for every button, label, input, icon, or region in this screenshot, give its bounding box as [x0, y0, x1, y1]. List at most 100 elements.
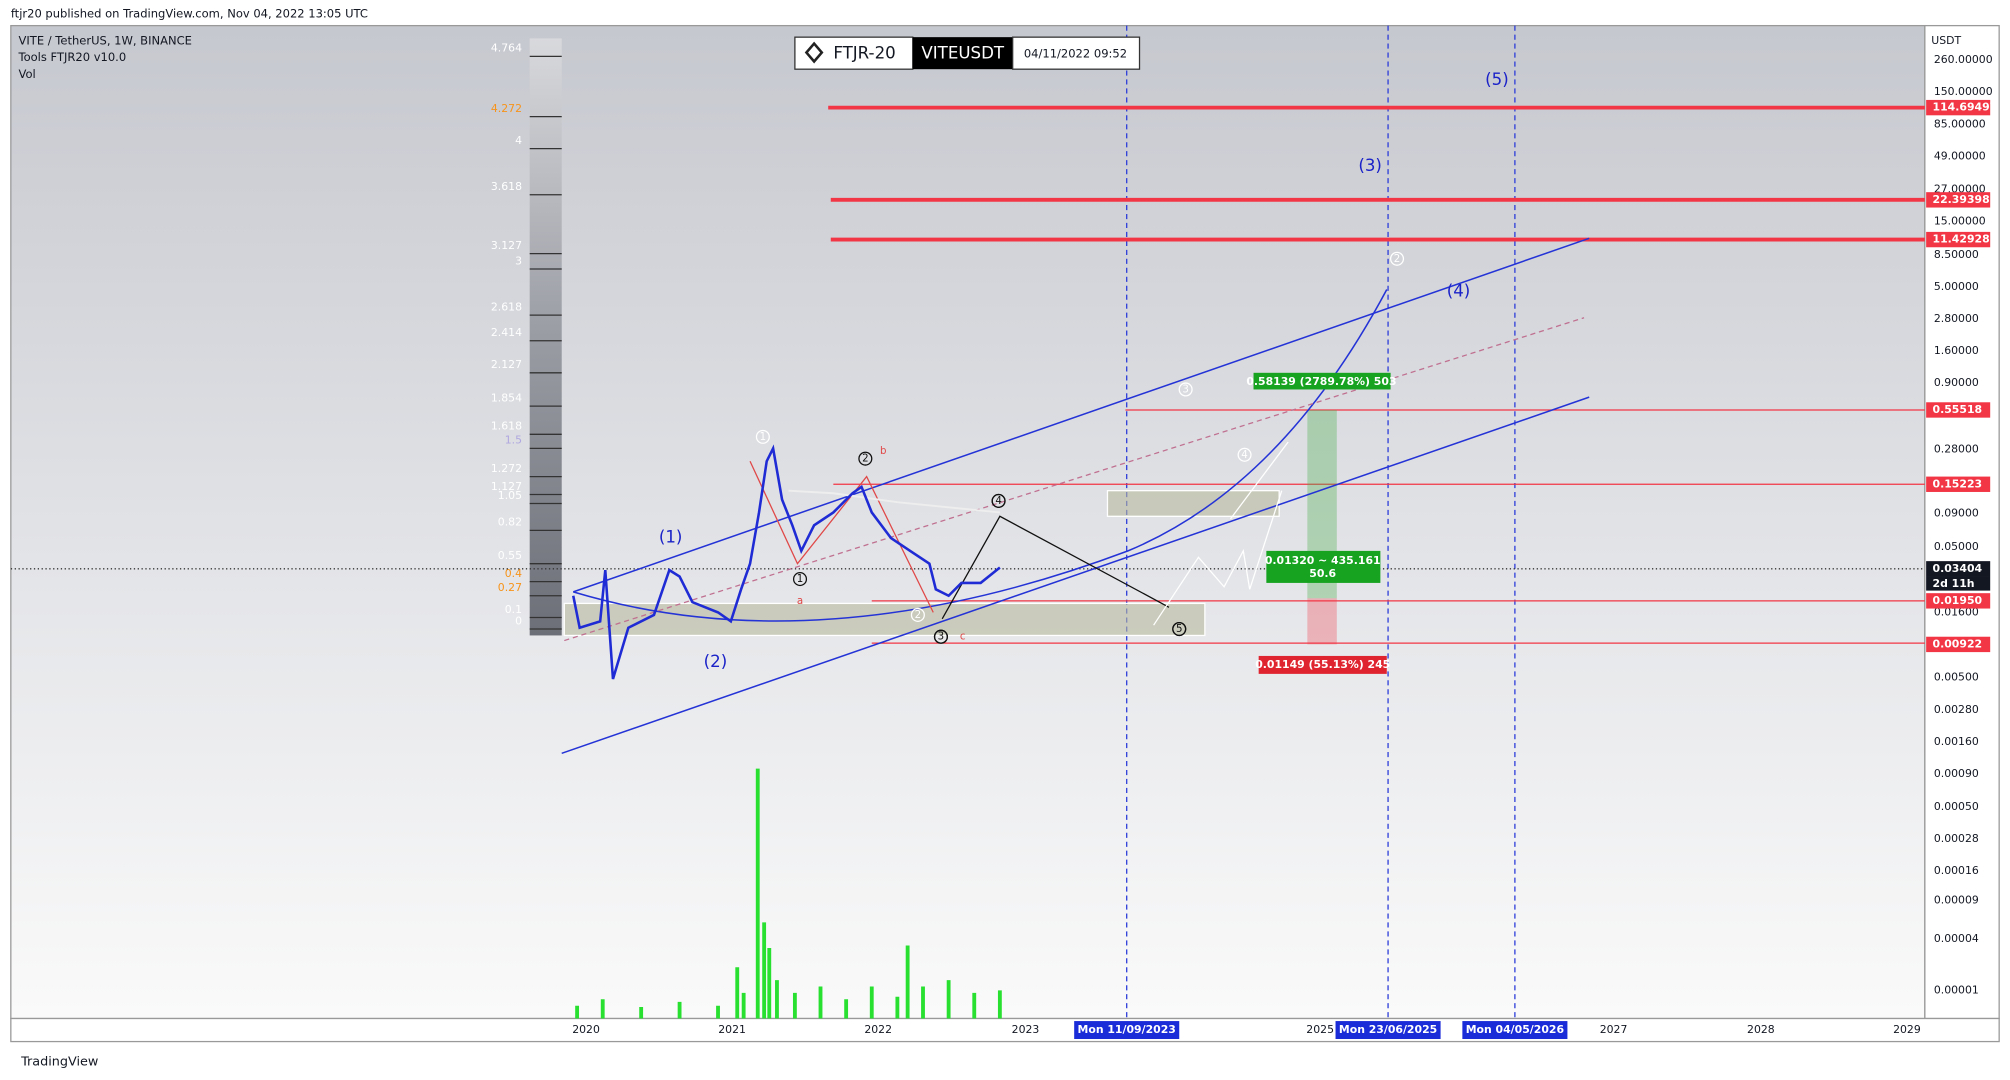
fib-label: 0.4: [505, 567, 522, 580]
fib-label: 1.854: [491, 391, 522, 404]
price-tag: [1926, 99, 1991, 116]
price-tag-label: 0.00922: [1933, 637, 1983, 650]
price-tick: 0.05000: [1934, 540, 1979, 553]
wave-circle: [1237, 447, 1252, 462]
price-tick: 0.00004: [1934, 932, 1979, 945]
wave-circle: [1389, 251, 1405, 266]
badge: [912, 37, 1013, 70]
price-tick: 49.00000: [1934, 149, 1986, 162]
vol-legend: Vol: [19, 67, 36, 81]
wave-mark: 2: [1394, 253, 1401, 265]
price-tick: 85.00000: [1934, 117, 1986, 130]
price-tick: 260.00000: [1934, 53, 1993, 66]
price-tick: 0.00028: [1934, 832, 1979, 845]
price-tick: 0.00090: [1934, 767, 1979, 780]
price-candles: [571, 444, 1001, 680]
wave-circle: [910, 607, 925, 622]
wave-circle: [792, 572, 808, 587]
fib-label: 0.27: [498, 581, 522, 594]
fib-label: 2.127: [491, 358, 522, 371]
wave-label: (2): [704, 652, 728, 671]
price-tag-label: 0.03404: [1933, 562, 1983, 575]
fib-strip: [529, 38, 562, 636]
price-tick: 0.00280: [1934, 703, 1979, 716]
fib-label: 2.618: [491, 300, 522, 313]
badge-date: 04/11/2022 09:52: [1024, 46, 1127, 60]
badge-title: FTJR-20: [833, 43, 895, 62]
footer-logo: TradingView: [20, 1055, 98, 1070]
date-tag: [1074, 1021, 1180, 1040]
price-tag: [1926, 402, 1991, 418]
fib-label: 0.82: [498, 516, 522, 529]
date-tag-label: Mon 04/05/2026: [1466, 1023, 1564, 1036]
zone-box: [1106, 490, 1280, 517]
countdown: 2d 11h: [1933, 577, 1975, 590]
fib-label: 0.1: [505, 603, 522, 616]
wave-circle: [755, 429, 770, 444]
time-tick: 2027: [1600, 1023, 1628, 1036]
projection: [1153, 490, 1283, 626]
date-tag-label: Mon 11/09/2023: [1078, 1023, 1176, 1036]
target-box: [1253, 372, 1391, 390]
countdown-tag: [1926, 576, 1991, 591]
badge-symbol: VITEUSDT: [921, 43, 1005, 62]
price-tag: [1926, 476, 1991, 492]
fib-label: 1.127: [491, 480, 522, 493]
price-tick: 8.50000: [1934, 248, 1979, 261]
target-label: 0.58139 (2789.78%) 503: [1246, 375, 1396, 388]
price-tag: [1926, 636, 1991, 653]
fib-label: 4.272: [491, 102, 522, 115]
plot-area: [10, 24, 1926, 1020]
price-tag-label: 0.01950: [1933, 594, 1983, 607]
fib-label: 1.5: [505, 434, 522, 447]
symbol-legend: VITE / TetherUS, 1W, BINANCE: [19, 33, 192, 47]
wave-circle: [1172, 621, 1187, 637]
time-tick: 2025: [1306, 1023, 1334, 1036]
channel: [561, 237, 1590, 755]
wave-mark: 4: [995, 495, 1002, 507]
time-tick: 2029: [1893, 1023, 1921, 1036]
time-tick: 2028: [1747, 1023, 1775, 1036]
ratio-label: 50.6: [1309, 567, 1336, 580]
fib-label: 1.618: [491, 420, 522, 433]
price-tag-label: 114.69497: [1933, 101, 1998, 114]
wave-circle: [933, 629, 948, 644]
badge: [1012, 36, 1141, 70]
wave-mark: 1: [760, 431, 767, 443]
price-tick: 2.80000: [1934, 312, 1979, 325]
stop-label: 0.01149 (55.13%) 245: [1255, 658, 1390, 671]
logo: [804, 41, 824, 64]
price-tag: [1926, 561, 1991, 577]
zone-box: [563, 602, 1206, 637]
wave-mark: 3: [938, 631, 945, 643]
wave-mark: 3: [1182, 383, 1189, 395]
price-tick: 0.00001: [1934, 983, 1979, 996]
fib-label: 0: [515, 614, 522, 627]
wave-mark: 2: [915, 609, 922, 621]
price-axis: [1924, 24, 2000, 1020]
wave-label: (1): [659, 528, 683, 547]
date-tag-label: Mon 23/06/2025: [1339, 1023, 1437, 1036]
price-tag: [1926, 231, 1991, 248]
projection: [1229, 441, 1289, 520]
price-tag: [1926, 192, 1991, 208]
price-tick: 0.90000: [1934, 376, 1979, 389]
axis-unit: USDT: [1931, 34, 1961, 47]
price-tag: [1926, 593, 1991, 609]
vertical-lines: [1126, 25, 1516, 1019]
price-tick: 0.00160: [1934, 735, 1979, 748]
mid-line: [564, 317, 1585, 642]
fib-label: 3.618: [491, 180, 522, 193]
price-tick: 150.00000: [1934, 85, 1993, 98]
fib-label: 2.414: [491, 326, 522, 339]
stop-box: [1258, 655, 1387, 674]
price-tag-label: 0.55518: [1933, 403, 1983, 416]
price-tick: 0.00016: [1934, 864, 1979, 877]
wave-label: (3): [1358, 156, 1382, 175]
fib-label: 4: [515, 134, 522, 147]
wave-mark: 2: [862, 453, 869, 465]
wave-mark: b: [880, 445, 887, 457]
time-tick: 2022: [864, 1023, 892, 1036]
time-tick: 2021: [718, 1023, 746, 1036]
